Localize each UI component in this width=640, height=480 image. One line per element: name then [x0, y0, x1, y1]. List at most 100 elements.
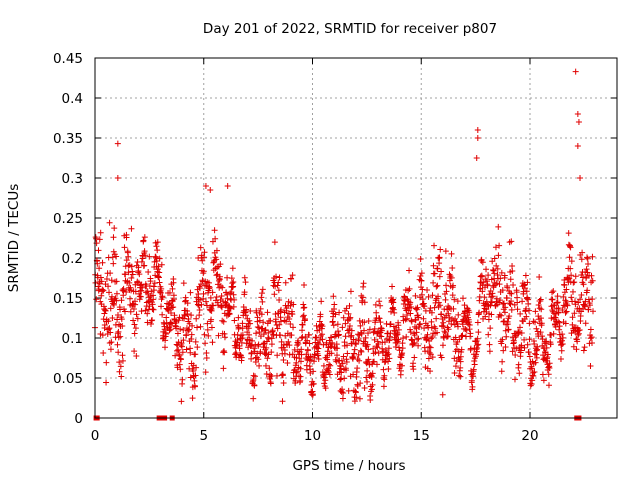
- data-point: [357, 380, 364, 387]
- data-point: [128, 287, 135, 294]
- data-point: [375, 340, 382, 347]
- data-point: [431, 242, 438, 249]
- data-point: [213, 247, 220, 254]
- data-point: [443, 282, 450, 289]
- data-point: [179, 376, 186, 383]
- data-point: [356, 317, 363, 324]
- data-point: [119, 357, 126, 364]
- data-point: [556, 326, 563, 333]
- data-point: [205, 332, 212, 339]
- data-point: [146, 303, 153, 310]
- data-point: [450, 305, 457, 312]
- data-point: [407, 310, 414, 317]
- data-point: [429, 292, 436, 299]
- data-point: [451, 296, 458, 303]
- data-point: [161, 344, 168, 351]
- data-point: [355, 337, 362, 344]
- data-point: [574, 338, 581, 345]
- data-point: [445, 310, 452, 317]
- data-point: [569, 288, 576, 295]
- data-point: [297, 373, 304, 380]
- data-point: [566, 254, 573, 261]
- data-point: [339, 395, 346, 402]
- data-point: [187, 349, 194, 356]
- data-point: [115, 328, 122, 335]
- data-point: [357, 329, 364, 336]
- data-point: [491, 255, 498, 262]
- data-point: [330, 293, 337, 300]
- data-point: [299, 327, 306, 334]
- data-point: [583, 266, 590, 273]
- data-point: [166, 289, 173, 296]
- data-point: [386, 355, 393, 362]
- data-point: [267, 371, 274, 378]
- data-point: [192, 351, 199, 358]
- data-point: [141, 234, 148, 241]
- data-point: [496, 281, 503, 288]
- data-point: [120, 285, 127, 292]
- data-point: [417, 256, 424, 263]
- data-point: [569, 314, 576, 321]
- data-point: [526, 320, 533, 327]
- data-point: [184, 300, 191, 307]
- data-point: [107, 346, 114, 353]
- data-point: [125, 253, 132, 260]
- data-point: [156, 289, 163, 296]
- data-point: [117, 363, 124, 370]
- data-point: [442, 329, 449, 336]
- data-point: [482, 313, 489, 320]
- data-point: [384, 351, 391, 358]
- data-point: [581, 302, 588, 309]
- data-point: [359, 294, 366, 301]
- data-point: [104, 330, 111, 337]
- data-point: [499, 336, 506, 343]
- data-point: [406, 267, 413, 274]
- data-point: [339, 360, 346, 367]
- data-point: [558, 337, 565, 344]
- data-point: [523, 313, 530, 320]
- data-point: [215, 332, 222, 339]
- data-point: [313, 322, 320, 329]
- data-point: [200, 268, 207, 275]
- data-point: [306, 340, 313, 347]
- data-point: [268, 335, 275, 342]
- data-point: [433, 283, 440, 290]
- data-point: [177, 326, 184, 333]
- data-point: [531, 369, 538, 376]
- data-point: [394, 331, 401, 338]
- data-point: [106, 219, 113, 226]
- data-point: [431, 270, 438, 277]
- data-point: [420, 315, 427, 322]
- data-point: [195, 290, 202, 297]
- data-point: [137, 293, 144, 300]
- data-point: [230, 303, 237, 310]
- data-point: [500, 300, 507, 307]
- data-point: [201, 249, 208, 256]
- data-point: [351, 398, 358, 405]
- data-point: [429, 334, 436, 341]
- data-point: [202, 369, 209, 376]
- data-point: [428, 324, 435, 331]
- data-point: [149, 301, 156, 308]
- y-tick-label: 0.25: [53, 211, 83, 227]
- data-point: [189, 322, 196, 329]
- data-point: [211, 227, 218, 234]
- data-point: [149, 317, 156, 324]
- data-point: [581, 344, 588, 351]
- data-point: [235, 324, 242, 331]
- data-point: [156, 255, 163, 262]
- data-point: [473, 351, 480, 358]
- data-point: [276, 321, 283, 328]
- data-point: [252, 373, 259, 380]
- data-point: [267, 380, 274, 387]
- data-point: [332, 311, 339, 318]
- data-point: [289, 351, 296, 358]
- data-point: [368, 386, 375, 393]
- data-point: [507, 290, 514, 297]
- data-point: [318, 298, 325, 305]
- data-point: [522, 272, 529, 279]
- data-point: [425, 355, 432, 362]
- x-tick-label: 15: [413, 428, 430, 444]
- data-point: [573, 346, 580, 353]
- data-point: [577, 296, 584, 303]
